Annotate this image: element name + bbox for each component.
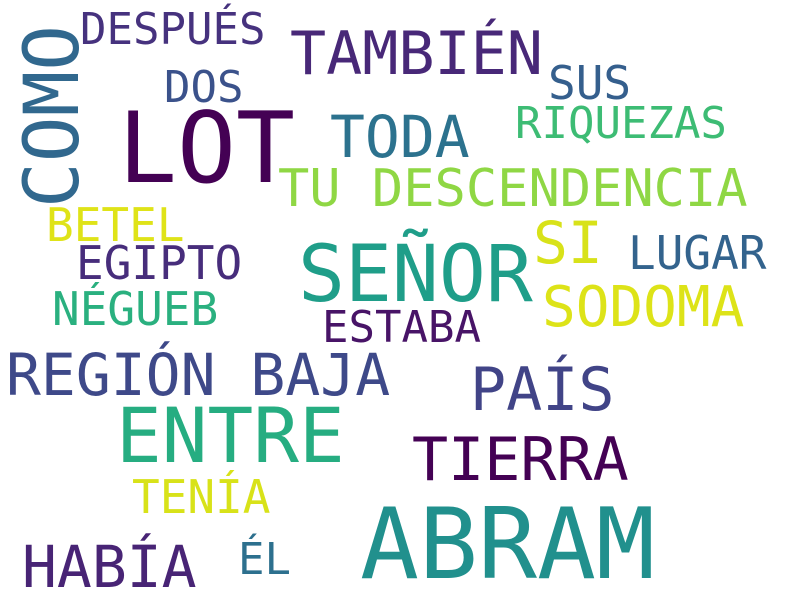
word-habia: HABÍA bbox=[22, 533, 197, 600]
word-toda: TODA bbox=[330, 103, 470, 171]
word-egipto: EGIPTO bbox=[76, 236, 243, 290]
word-sodoma: SODOMA bbox=[542, 275, 745, 340]
word-sus: SUS bbox=[548, 56, 632, 110]
word-betel: BETEL bbox=[46, 198, 185, 252]
word-dos: DOS bbox=[164, 62, 244, 113]
word-tu-descendencia: TU DESCENDENCIA bbox=[278, 159, 748, 219]
word-region-baja: REGIÓN BAJA bbox=[6, 341, 391, 409]
word-tambien: TAMBIÉN bbox=[290, 19, 543, 89]
word-lugar: LUGAR bbox=[628, 226, 767, 280]
word-tenia: TENÍA bbox=[132, 470, 271, 524]
word-el: ÉL bbox=[238, 534, 291, 585]
word-tierra: TIERRA bbox=[412, 425, 629, 495]
word-entre: ENTRE bbox=[116, 391, 345, 480]
word-lot: LOT bbox=[118, 92, 296, 206]
word-negueb: NÉGUEB bbox=[52, 282, 219, 336]
word-si: SI bbox=[533, 209, 603, 277]
word-estaba: ESTABA bbox=[322, 302, 481, 353]
word-riquezas: RIQUEZAS bbox=[515, 98, 727, 149]
word-pais: PAÍS bbox=[470, 355, 615, 425]
word-como: COMO bbox=[7, 24, 96, 208]
word-abram: ABRAM bbox=[360, 488, 656, 600]
word-despues: DESPUÉS bbox=[80, 4, 266, 55]
word-senor: SEÑOR bbox=[298, 230, 533, 320]
